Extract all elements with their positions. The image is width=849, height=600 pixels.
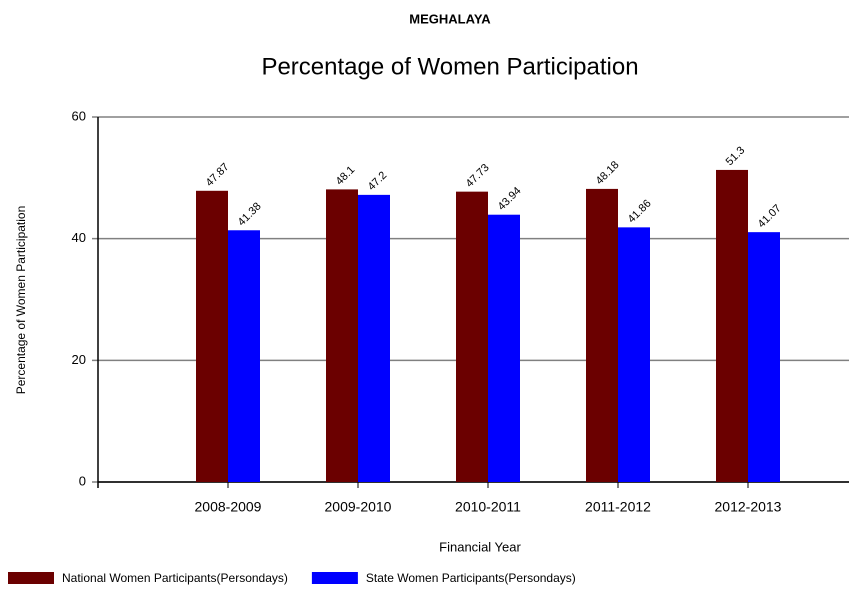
legend-swatch [311,572,358,584]
x-axis-label: Financial Year [439,539,521,554]
data-label: 51.3 [724,144,748,168]
data-label: 47.73 [464,162,492,190]
bar [358,194,390,482]
y-tick-label: 20 [72,352,86,367]
chart-title: Percentage of Women Participation [261,53,638,80]
x-tick-label: 2012-2013 [715,499,782,515]
data-label: 48.18 [594,159,622,187]
y-axis-label: Percentage of Women Participation [14,206,28,395]
legend-swatch [8,572,54,584]
bar [488,214,520,482]
bar [716,169,748,483]
data-label: 43.94 [496,185,524,213]
data-label: 47.2 [366,169,390,193]
x-tick-label: 2008-2009 [195,499,262,515]
legend-label: State Women Participants(Persondays) [366,571,576,585]
y-tick-label: 0 [79,473,86,488]
x-tick-label: 2009-2010 [325,499,392,515]
y-tick-label: 60 [72,108,86,123]
data-label: 41.07 [756,202,784,230]
bar [456,191,488,482]
bar [326,189,358,482]
x-tick-label: 2010-2011 [455,499,521,515]
bar [748,232,780,482]
bar [586,188,618,482]
bar [228,230,260,482]
legend-label: National Women Participants(Persondays) [62,571,288,585]
chart-supertitle: MEGHALAYA [409,11,491,26]
y-tick-label: 40 [72,230,86,245]
data-label: 41.38 [236,200,264,228]
data-label: 47.87 [204,161,232,189]
x-tick-label: 2011-2012 [585,499,651,515]
bar [618,227,650,482]
data-label: 48.1 [334,164,358,188]
bar [196,190,228,482]
data-label: 41.86 [626,198,654,226]
